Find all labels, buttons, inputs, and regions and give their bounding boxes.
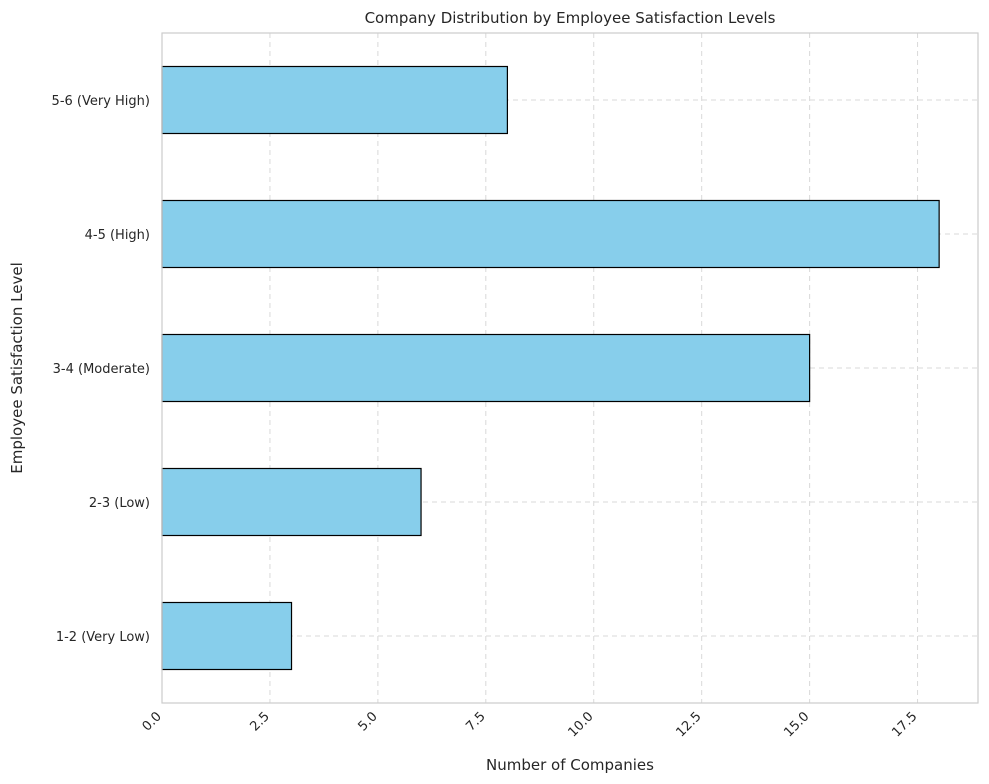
y-tick-label: 2-3 (Low) <box>89 496 150 511</box>
y-tick-label: 1-2 (Very Low) <box>56 630 150 645</box>
bar <box>161 601 293 671</box>
bar <box>161 199 940 269</box>
bar <box>161 333 811 403</box>
x-tick-labels: 0.0 2.5 5.0 7.5 10.0 12.5 15.0 17.5 <box>140 709 921 740</box>
y-tick-label: 5-6 (Very High) <box>52 94 150 109</box>
y-tick-label: 3-4 (Moderate) <box>53 362 150 377</box>
plot-frame <box>161 32 979 704</box>
y-axis-label: Employee Satisfaction Level <box>8 262 26 473</box>
x-tick-label: 12.5 <box>673 709 704 740</box>
y-tick-labels: 1-2 (Very Low) 2-3 (Low) 3-4 (Moderate) 4-5… <box>52 94 150 645</box>
x-axis-label: Number of Companies <box>486 756 654 774</box>
x-tick-label: 17.5 <box>889 709 920 740</box>
chart-title: Company Distribution by Employee Satisfa… <box>365 9 776 27</box>
x-tick-label: 15.0 <box>781 709 812 740</box>
y-tick-label: 4-5 (High) <box>85 228 150 243</box>
bar <box>161 467 422 537</box>
x-tick-label: 10.0 <box>565 709 596 740</box>
x-tick-label: 0.0 <box>140 709 165 734</box>
bar <box>161 65 508 135</box>
x-tick-label: 5.0 <box>355 709 380 734</box>
x-tick-label: 7.5 <box>463 709 488 734</box>
x-tick-label: 2.5 <box>248 709 273 734</box>
bars <box>161 65 940 671</box>
